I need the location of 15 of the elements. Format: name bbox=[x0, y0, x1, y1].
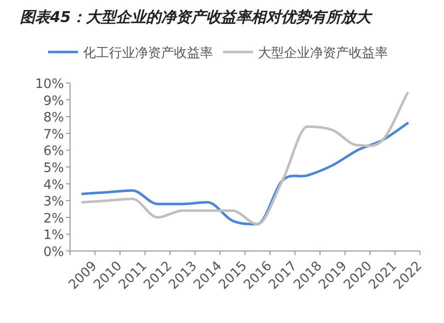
y-tick-label: 7% bbox=[43, 127, 64, 142]
y-tick-label: 4% bbox=[43, 178, 64, 193]
legend-label: 化工行业净资产收益率 bbox=[83, 45, 213, 61]
y-tick-label: 10% bbox=[35, 77, 64, 92]
y-tick-label: 6% bbox=[43, 144, 64, 160]
y-tick-label: 8% bbox=[43, 110, 64, 126]
y-tick-label: 9% bbox=[43, 94, 64, 109]
chart-title: 图表45：大型企业的净资产收益率相对优势有所放大 bbox=[20, 8, 373, 26]
y-tick-label: 0% bbox=[43, 245, 64, 260]
legend-label: 大型企业净资产收益率 bbox=[258, 45, 388, 61]
y-tick-label: 1% bbox=[43, 228, 64, 244]
y-tick-label: 3% bbox=[43, 194, 64, 210]
y-tick-label: 2% bbox=[43, 211, 64, 226]
y-tick-label: 5% bbox=[43, 161, 64, 176]
line-series bbox=[81, 92, 409, 226]
